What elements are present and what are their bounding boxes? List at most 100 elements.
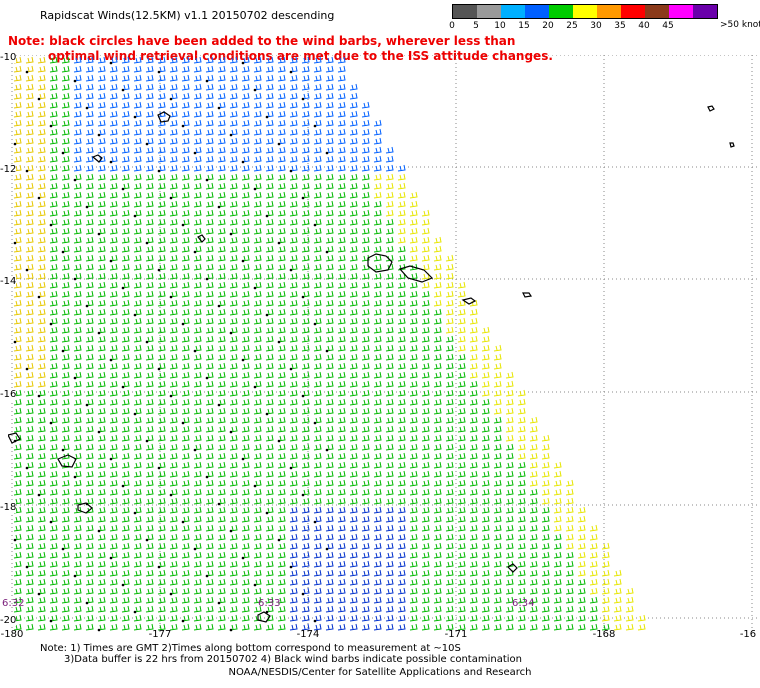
wind-barb: [205, 380, 214, 388]
wind-barb: [325, 623, 334, 631]
wind-barb: [85, 191, 94, 199]
wind-barb-flag-dot: [181, 619, 185, 623]
wind-barb: [169, 398, 178, 406]
wind-barb: [97, 335, 106, 343]
wind-barb: [517, 470, 526, 478]
wind-barb-flag-dot: [193, 349, 197, 353]
wind-barb: [445, 623, 454, 631]
wind-barb: [73, 623, 82, 631]
wind-barb: [229, 623, 238, 631]
wind-barb: [505, 506, 514, 514]
wind-barb: [37, 614, 46, 622]
wind-barb: [97, 182, 106, 190]
wind-barb: [205, 272, 214, 280]
wind-barb: [289, 596, 298, 604]
wind-barb: [193, 542, 202, 550]
wind-barb: [289, 461, 298, 469]
wind-barb: [181, 209, 190, 217]
wind-barb: [373, 587, 382, 595]
wind-barb: [301, 380, 310, 388]
wind-barb: [241, 452, 250, 460]
wind-barb: [73, 137, 82, 145]
wind-barb: [301, 623, 310, 631]
wind-barb: [169, 578, 178, 586]
wind-barb-flag-dot: [121, 88, 125, 92]
wind-barb: [253, 443, 262, 451]
wind-barb: [13, 470, 22, 478]
wind-barb: [217, 272, 226, 280]
wind-barb: [313, 128, 322, 136]
wind-barb: [25, 614, 34, 622]
wind-barb: [61, 551, 70, 559]
wind-barb: [361, 452, 370, 460]
wind-barb: [409, 497, 418, 505]
wind-barb: [97, 524, 106, 532]
wind-barb: [565, 497, 574, 505]
wind-barb: [385, 272, 394, 280]
wind-barb: [61, 353, 70, 361]
wind-barb: [73, 209, 82, 217]
wind-barb: [457, 353, 466, 361]
wind-barb: [121, 173, 130, 181]
wind-barb: [109, 542, 118, 550]
wind-barb: [265, 578, 274, 586]
wind-barb: [481, 488, 490, 496]
wind-barb: [481, 362, 490, 370]
wind-barb: [121, 524, 130, 532]
wind-barb: [481, 560, 490, 568]
wind-barb: [193, 578, 202, 586]
wind-barb: [325, 344, 334, 352]
wind-barb: [313, 245, 322, 253]
wind-barb: [301, 425, 310, 433]
wind-barb: [505, 452, 514, 460]
wind-barb: [481, 398, 490, 406]
wind-barb: [49, 497, 58, 505]
wind-barb: [325, 92, 334, 100]
wind-barb: [85, 245, 94, 253]
wind-barb: [253, 623, 262, 631]
wind-barb: [313, 272, 322, 280]
wind-barb: [73, 443, 82, 451]
wind-barb: [577, 506, 586, 514]
wind-barb: [205, 551, 214, 559]
wind-barb-flag-dot: [157, 565, 161, 569]
wind-barb: [73, 128, 82, 136]
scale-label-50-knots: >50 knots: [720, 20, 760, 30]
wind-barb: [337, 56, 346, 64]
wind-barb: [397, 497, 406, 505]
wind-barb: [469, 299, 478, 307]
wind-barb: [241, 398, 250, 406]
wind-barb: [445, 416, 454, 424]
wind-barb: [421, 515, 430, 523]
wind-barb: [397, 380, 406, 388]
wind-barb-flag-dot: [217, 304, 221, 308]
wind-barb: [205, 371, 214, 379]
wind-barb: [49, 200, 58, 208]
wind-barb: [25, 65, 34, 73]
wind-barb: [145, 299, 154, 307]
wind-barb: [481, 569, 490, 577]
wind-barb: [109, 254, 118, 262]
wind-barb-flag-dot: [205, 79, 209, 83]
wind-barb: [445, 497, 454, 505]
wind-barb: [301, 173, 310, 181]
scale-swatch-20: [549, 5, 573, 18]
wind-barb: [433, 488, 442, 496]
wind-barb: [265, 506, 274, 514]
wind-barb: [217, 587, 226, 595]
wind-barb: [517, 398, 526, 406]
wind-barb: [49, 569, 58, 577]
wind-barb: [265, 65, 274, 73]
wind-barb: [13, 290, 22, 298]
wind-barb: [169, 191, 178, 199]
wind-barb: [193, 515, 202, 523]
wind-barb: [517, 596, 526, 604]
wind-barb: [625, 614, 634, 622]
wind-barb: [289, 344, 298, 352]
wind-barb: [61, 254, 70, 262]
wind-barb: [517, 425, 526, 433]
wind-barb: [385, 317, 394, 325]
wind-barb: [457, 461, 466, 469]
wind-barb: [133, 146, 142, 154]
wind-barb: [73, 524, 82, 532]
